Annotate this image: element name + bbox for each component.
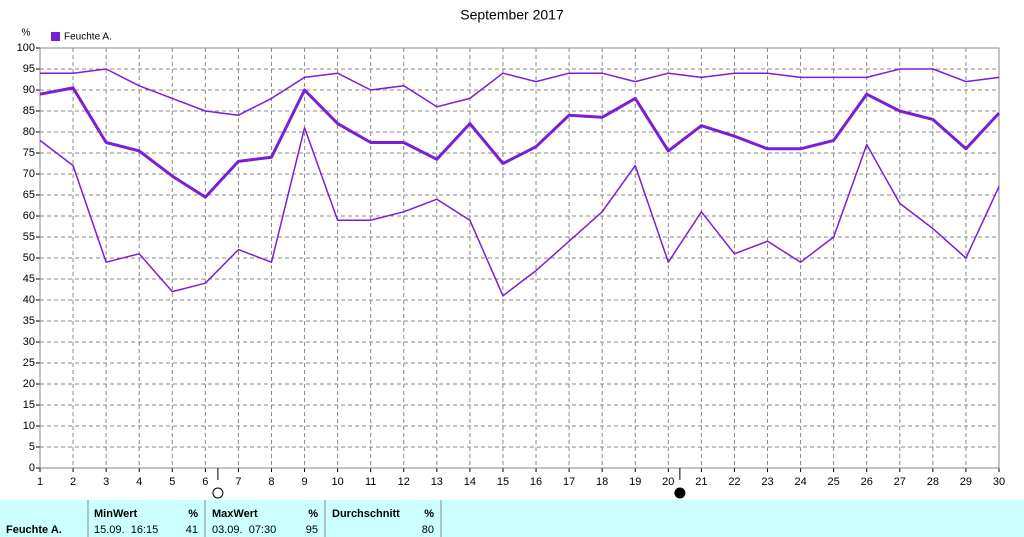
x-tick-label: 16	[530, 476, 542, 488]
data-line	[39, 86, 1001, 199]
data-line	[39, 127, 1000, 297]
x-tick-label: 25	[828, 476, 840, 488]
x-tick-label: 10	[331, 476, 343, 488]
y-tick-label: 5	[29, 441, 35, 453]
column-header: Durchschnitt	[332, 508, 400, 520]
x-tick-label: 23	[761, 476, 773, 488]
x-tick-label: 13	[431, 476, 443, 488]
y-tick-label: 75	[23, 147, 35, 159]
x-tick-label: 19	[629, 476, 641, 488]
x-tick-label: 26	[861, 476, 873, 488]
x-tick-label: 18	[596, 476, 608, 488]
column-value: 80	[422, 524, 434, 536]
x-tick-label: 21	[695, 476, 707, 488]
x-tick-label: 12	[398, 476, 410, 488]
x-tick-label: 29	[960, 476, 972, 488]
column-unit: %	[424, 508, 434, 520]
legend-label: Feuchte A.	[64, 32, 112, 43]
x-tick-label: 4	[136, 476, 142, 488]
moon-phase	[212, 487, 224, 499]
column-time: 03.09. 07:30	[212, 524, 276, 536]
x-tick-label: 17	[563, 476, 575, 488]
y-tick-label: 50	[23, 252, 35, 264]
column-time: 15.09. 16:15	[94, 524, 158, 536]
table-row-label: Feuchte A.	[6, 524, 62, 536]
y-tick-label: 20	[23, 378, 35, 390]
y-tick-label: 0	[29, 462, 35, 474]
y-tick-label: 70	[23, 168, 35, 180]
x-tick-label: 2	[70, 476, 76, 488]
y-tick-label: 90	[23, 84, 35, 96]
y-tick-label: 35	[23, 315, 35, 327]
y-tick-label: 10	[23, 420, 35, 432]
y-tick-label: 55	[23, 231, 35, 243]
column-header: MinWert	[94, 508, 138, 520]
x-tick-label: 5	[169, 476, 175, 488]
summary-table	[0, 500, 1024, 537]
x-tick-label: 7	[235, 476, 241, 488]
y-tick-label: 45	[23, 273, 35, 285]
x-tick-label: 22	[728, 476, 740, 488]
x-tick-label: 1	[37, 476, 43, 488]
column-value: 95	[306, 524, 318, 536]
x-tick-label: 3	[103, 476, 109, 488]
plot-frame	[39, 47, 1000, 469]
x-tick-label: 11	[365, 476, 376, 488]
y-tick-label: 15	[23, 399, 35, 411]
x-tick-label: 28	[927, 476, 939, 488]
column-unit: %	[308, 508, 318, 520]
y-axis-label: %	[22, 28, 31, 39]
x-tick-label: 9	[301, 476, 307, 488]
x-tick-label: 24	[794, 476, 806, 488]
y-tick-label: 80	[23, 126, 35, 138]
moon-phase	[674, 487, 686, 499]
y-tick-label: 100	[17, 42, 35, 54]
chart-title: September 2017	[460, 7, 564, 23]
column-unit: %	[188, 508, 198, 520]
y-tick-label: 95	[23, 63, 35, 75]
y-tick-label: 25	[23, 357, 35, 369]
y-tick-label: 65	[23, 189, 35, 201]
x-tick-label: 27	[894, 476, 906, 488]
y-tick-label: 60	[23, 210, 35, 222]
x-tick-label: 8	[268, 476, 274, 488]
y-tick-label: 40	[23, 294, 35, 306]
legend-swatch	[51, 32, 60, 41]
data-line	[40, 68, 1000, 116]
y-tick-label: 30	[23, 336, 35, 348]
column-header: MaxWert	[212, 508, 258, 520]
x-tick-label: 15	[497, 476, 509, 488]
y-tick-label: 85	[23, 105, 35, 117]
x-tick-label: 30	[993, 476, 1005, 488]
column-value: 41	[186, 524, 198, 536]
x-tick-label: 20	[662, 476, 674, 488]
x-tick-label: 6	[202, 476, 208, 488]
x-tick-label: 14	[464, 476, 476, 488]
